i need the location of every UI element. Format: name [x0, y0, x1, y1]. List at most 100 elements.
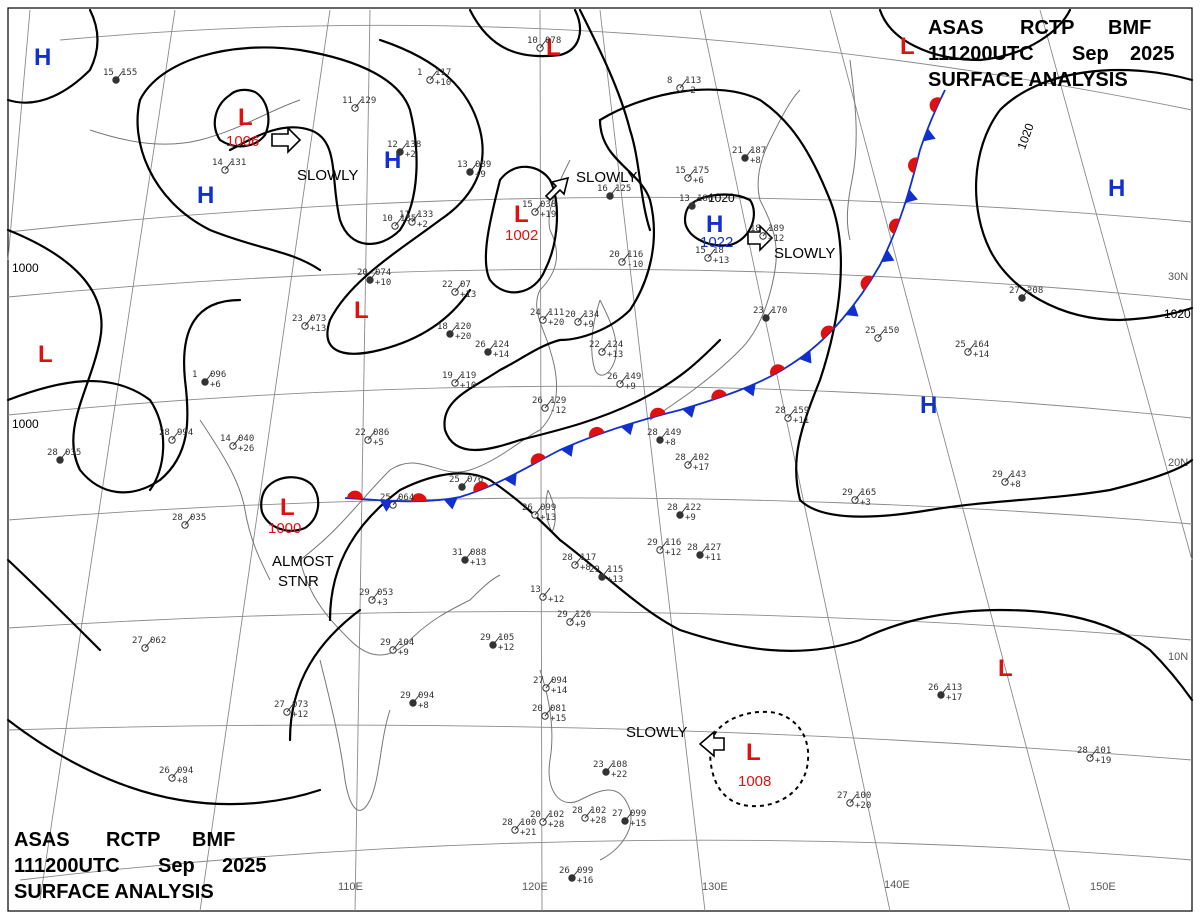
wind-barb-icon — [584, 808, 593, 819]
station-temperature: 22 — [442, 280, 453, 290]
header-station-code: RCTP — [1020, 17, 1074, 39]
station-temperature: 14 — [212, 158, 223, 168]
station-plot: 29 165+3 — [842, 488, 876, 508]
header-agency-code: ASAS — [14, 829, 70, 851]
station-pressure: 117 — [435, 68, 451, 78]
station-plot: 11 129 — [342, 96, 376, 112]
station-tendency: +9 — [685, 513, 696, 523]
station-plot: 28 102+17 — [675, 453, 709, 473]
station-plot: 26 099+16 — [559, 866, 593, 886]
header-top-right: ASAS RCTP BMF 111200UTC Sep 2025 SURFACE… — [928, 17, 1175, 91]
wind-barb-icon — [659, 540, 668, 551]
station-pressure: 129 — [360, 96, 376, 106]
wind-barb-icon — [286, 702, 295, 713]
station-plot: 29 115+13 — [589, 565, 623, 585]
wind-barb-icon — [571, 868, 580, 879]
station-temperature: 28 — [47, 448, 58, 458]
wind-barb-icon — [601, 567, 610, 578]
isobar — [558, 538, 1194, 702]
station-pressure: 129 — [550, 396, 566, 406]
warm-front-semicircle-icon — [929, 97, 941, 113]
station-pressure: 170 — [771, 306, 787, 316]
station-plot: 26 149+9 — [607, 372, 641, 392]
station-temperature: 27 — [533, 676, 544, 686]
warm-front-semicircle-icon — [346, 490, 363, 500]
wind-barb-icon — [144, 638, 153, 649]
station-temperature: 31 — [452, 548, 463, 558]
station-pressure: 18 — [713, 246, 724, 256]
station-temperature: 15 — [103, 68, 114, 78]
station-pressure: 135 — [400, 214, 416, 224]
header-product-code: BMF — [192, 829, 235, 851]
station-pressure: 035 — [190, 513, 206, 523]
station-tendency: +6 — [210, 380, 221, 390]
wind-barb-icon — [1021, 288, 1030, 299]
station-temperature: 22 — [355, 428, 366, 438]
station-temperature: 12 — [387, 140, 398, 150]
isobar — [974, 68, 1194, 322]
station-pressure: 116 — [665, 538, 681, 548]
station-temperature: 27 — [274, 700, 285, 710]
station-temperature: 15 — [522, 200, 533, 210]
station-tendency: +13 — [460, 290, 476, 300]
wind-barb-icon — [687, 455, 696, 466]
station-tendency: +13 — [310, 324, 326, 334]
cold-front-triangle-icon — [922, 128, 936, 142]
station-pressure: 100 — [855, 791, 871, 801]
station-pressure: 124 — [607, 340, 623, 350]
motion-arrow-icon — [544, 176, 570, 202]
longitude-line — [699, 9, 891, 912]
station-pressure: 064 — [398, 493, 414, 503]
station-temperature: 27 — [132, 636, 143, 646]
header-time: 111200UTC — [928, 43, 1034, 65]
station-plot: 29 104+9 — [380, 638, 414, 658]
wind-barb-icon — [412, 693, 421, 704]
station-pressure: 133 — [417, 210, 433, 220]
header-station-code: RCTP — [106, 829, 160, 851]
station-tendency: +28 — [548, 820, 564, 830]
isobar — [326, 38, 484, 355]
wind-barb-icon — [707, 248, 716, 259]
wind-barb-icon — [542, 812, 551, 823]
header-year: 2025 — [1130, 43, 1175, 65]
wind-barb-icon — [204, 372, 213, 383]
header-time: 111200UTC — [14, 855, 120, 877]
station-plot: 29 105+12 — [480, 633, 514, 653]
station-plot: 28 100+21 — [502, 818, 536, 838]
low-center-mongolia: L — [238, 104, 253, 131]
wind-barb-icon — [539, 38, 548, 49]
wind-barb-icon — [224, 160, 233, 171]
station-pressure: 125 — [615, 184, 631, 194]
station-temperature: 29 — [400, 691, 411, 701]
lon-label-150e: 150E — [1090, 881, 1116, 893]
station-pressure: 099 — [577, 866, 593, 876]
station-pressure: 138 — [405, 140, 421, 150]
station-temperature: 29 — [380, 638, 391, 648]
station-pressure: 115 — [607, 565, 623, 575]
station-plot: 22 086+5 — [355, 428, 389, 448]
station-temperature: 28 — [667, 503, 678, 513]
station-plot: 27 094+14 — [533, 676, 567, 696]
wind-barb-icon — [367, 430, 376, 441]
station-tendency: +9 — [475, 170, 486, 180]
wind-barb-icon — [679, 505, 688, 516]
station-temperature: 19 — [442, 371, 453, 381]
longitude-line — [199, 9, 331, 912]
wind-barb-icon — [691, 196, 700, 207]
station-pressure: 076 — [467, 475, 483, 485]
station-plot: 23 108+22 — [593, 760, 627, 780]
station-plot: 27 099+15 — [612, 809, 646, 829]
station-plot: 10 135 — [382, 214, 416, 230]
station-tendency: +11 — [705, 553, 721, 563]
station-tendency: +13 — [540, 513, 556, 523]
station-pressure: 053 — [377, 588, 393, 598]
station-plot: 19 119+10 — [442, 371, 476, 391]
station-pressure: 040 — [238, 434, 254, 444]
wind-barb-icon — [399, 142, 408, 153]
station-temperature: 14 — [220, 434, 231, 444]
isobar-label: 1000 — [12, 261, 39, 275]
station-pressure: 089 — [475, 160, 491, 170]
wind-barb-icon — [1089, 748, 1098, 759]
station-temperature: 26 — [522, 503, 533, 513]
lat-label-10n: 10N — [1168, 651, 1188, 663]
